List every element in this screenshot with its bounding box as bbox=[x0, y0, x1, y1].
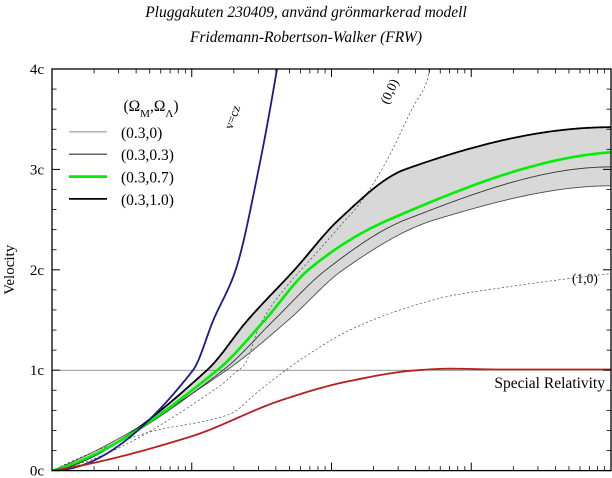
svg-text:0c: 0c bbox=[30, 464, 45, 478]
svg-text:1c: 1c bbox=[30, 363, 45, 379]
svg-text:(1,0): (1,0) bbox=[572, 271, 598, 286]
svg-text:Fridemann-Robertson-Walker (FR: Fridemann-Robertson-Walker (FRW) bbox=[189, 29, 422, 46]
svg-text:(0.3,0.7): (0.3,0.7) bbox=[121, 170, 174, 187]
svg-text:(0.3,1.0): (0.3,1.0) bbox=[121, 192, 174, 209]
svg-text:Special Relativity: Special Relativity bbox=[494, 375, 605, 392]
svg-text:(0.3,0.3): (0.3,0.3) bbox=[121, 147, 174, 164]
svg-text:Pluggakuten 230409, använd grö: Pluggakuten 230409, använd grönmarkerad … bbox=[144, 4, 467, 21]
svg-text:4c: 4c bbox=[30, 62, 45, 78]
svg-text:3c: 3c bbox=[30, 162, 45, 178]
svg-text:2c: 2c bbox=[30, 263, 45, 279]
svg-text:Velocity: Velocity bbox=[2, 244, 18, 294]
svg-text:(0.3,0): (0.3,0) bbox=[121, 125, 162, 142]
